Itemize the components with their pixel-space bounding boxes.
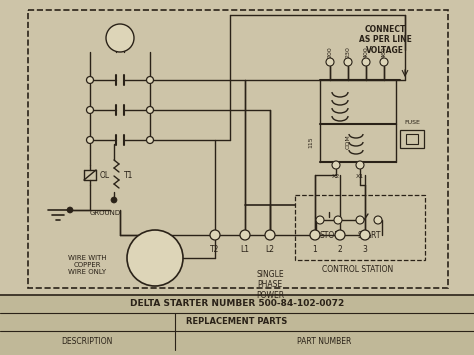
Circle shape — [332, 161, 340, 169]
Text: START: START — [357, 230, 381, 240]
Circle shape — [344, 58, 352, 66]
Text: 3: 3 — [363, 245, 367, 253]
Bar — [400, 130, 424, 148]
Circle shape — [316, 216, 324, 224]
Text: L2: L2 — [265, 245, 274, 253]
Text: L1: L1 — [240, 245, 249, 253]
Circle shape — [380, 58, 388, 66]
Text: T2: T2 — [210, 245, 219, 253]
Text: X2: X2 — [332, 175, 340, 180]
Text: GROUND: GROUND — [90, 210, 121, 216]
Circle shape — [210, 230, 220, 240]
Text: MOTOR: MOTOR — [135, 253, 175, 263]
Text: 230: 230 — [346, 46, 350, 58]
Text: REPLACEMENT PARTS: REPLACEMENT PARTS — [186, 317, 288, 327]
Text: WIRE WITH
COPPER
WIRE ONLY: WIRE WITH COPPER WIRE ONLY — [68, 255, 107, 275]
Circle shape — [111, 197, 117, 203]
Circle shape — [240, 230, 250, 240]
Circle shape — [362, 58, 370, 66]
Circle shape — [146, 137, 154, 143]
Circle shape — [356, 161, 364, 169]
Circle shape — [265, 230, 275, 240]
Text: STOP: STOP — [319, 230, 339, 240]
Text: FUSE: FUSE — [404, 120, 420, 125]
Circle shape — [310, 230, 320, 240]
Text: SINGLE
PHASE
POWER: SINGLE PHASE POWER — [256, 270, 284, 300]
Text: T1: T1 — [124, 170, 133, 180]
Text: 1: 1 — [313, 245, 318, 253]
Circle shape — [326, 58, 334, 66]
Text: DELTA STARTER NUMBER 500-84-102-0072: DELTA STARTER NUMBER 500-84-102-0072 — [130, 300, 344, 308]
Circle shape — [146, 76, 154, 83]
Text: 400: 400 — [364, 46, 368, 58]
Bar — [0, 295, 474, 355]
Text: 115: 115 — [308, 136, 313, 148]
Bar — [406, 134, 418, 144]
Circle shape — [127, 230, 183, 286]
Text: PART NUMBER: PART NUMBER — [297, 337, 351, 345]
Text: OL: OL — [100, 170, 110, 180]
Text: COM: COM — [346, 135, 350, 149]
Bar — [28, 10, 448, 288]
Circle shape — [106, 24, 134, 52]
Bar — [295, 195, 425, 260]
Text: 460: 460 — [382, 46, 386, 58]
Circle shape — [360, 230, 370, 240]
Text: 200: 200 — [328, 46, 332, 58]
Circle shape — [334, 216, 342, 224]
Circle shape — [86, 106, 93, 114]
Text: CONNECT
AS PER LINE
VOLTAGE: CONNECT AS PER LINE VOLTAGE — [358, 25, 411, 55]
Text: CONTROL STATION: CONTROL STATION — [322, 266, 393, 274]
Circle shape — [146, 106, 154, 114]
Bar — [112, 26, 128, 38]
Circle shape — [374, 216, 382, 224]
Text: DESCRIPTION: DESCRIPTION — [61, 337, 113, 345]
Circle shape — [86, 137, 93, 143]
Circle shape — [335, 230, 345, 240]
Text: 2: 2 — [337, 245, 342, 253]
Text: X1: X1 — [356, 175, 364, 180]
Circle shape — [67, 207, 73, 213]
Text: M: M — [115, 33, 126, 43]
Circle shape — [86, 76, 93, 83]
Circle shape — [356, 216, 364, 224]
